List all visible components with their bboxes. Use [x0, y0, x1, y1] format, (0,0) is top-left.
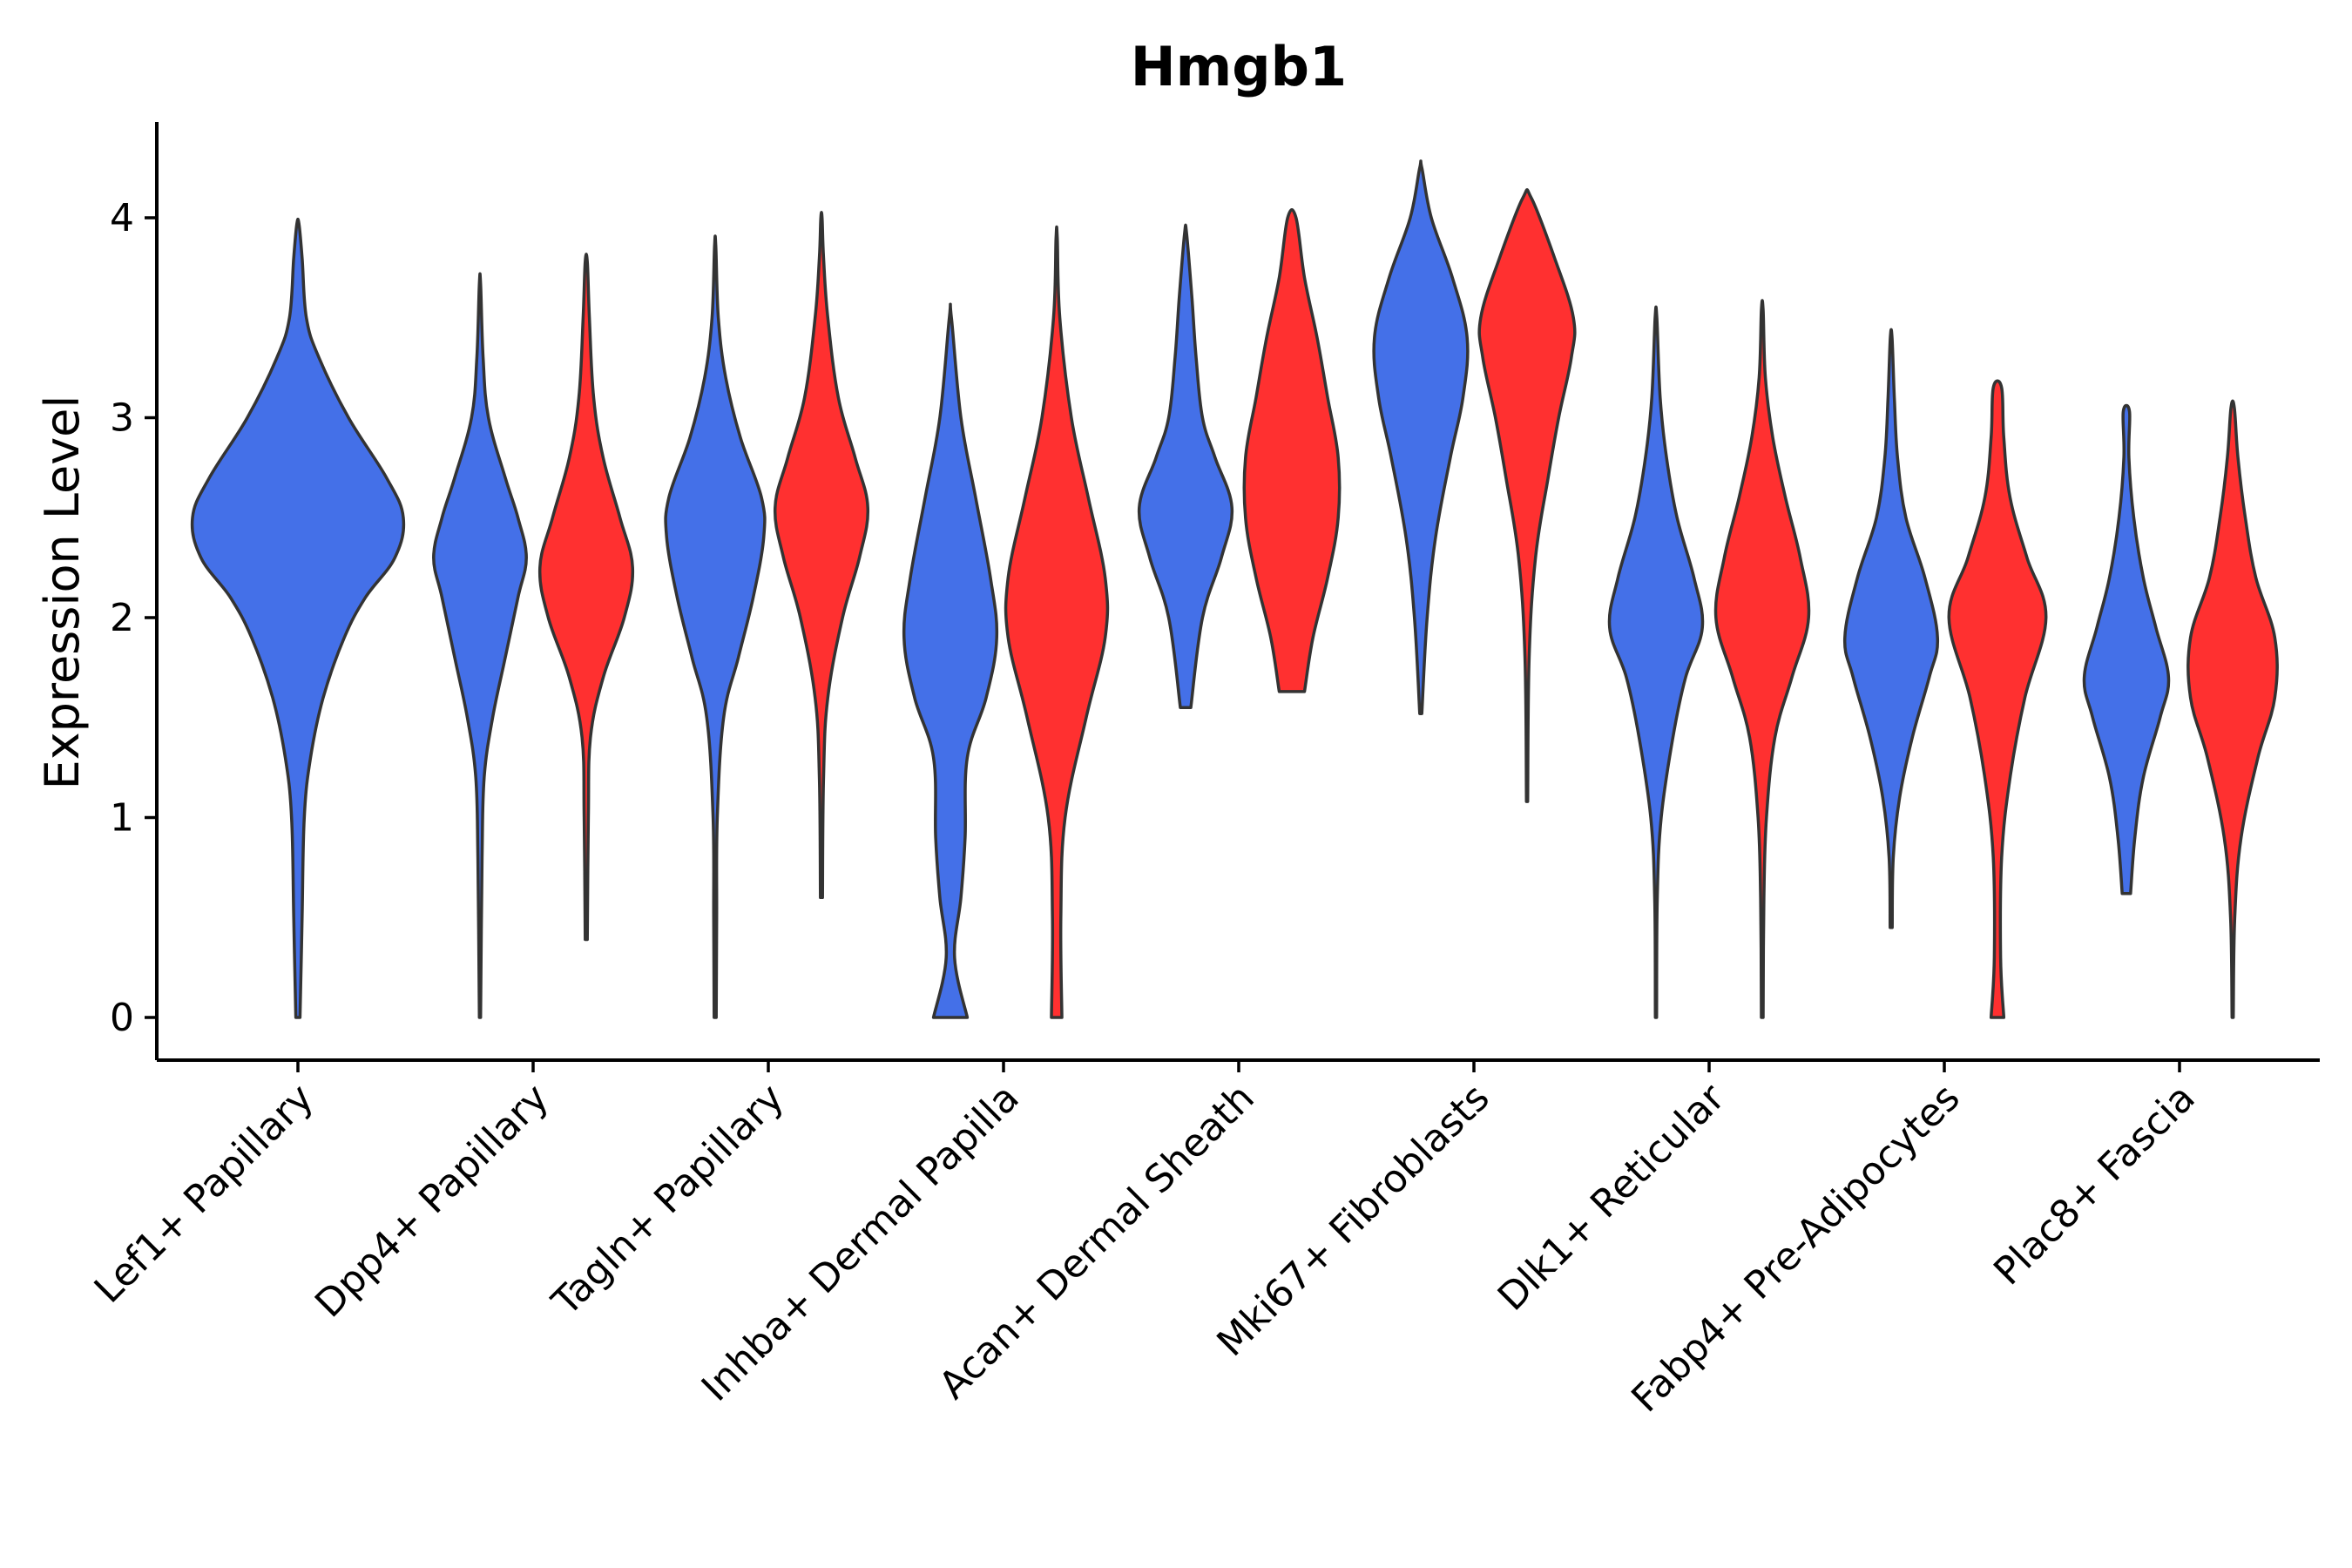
y-tick-label: 2	[110, 596, 134, 640]
violin-blue-6	[1607, 305, 1705, 1019]
y-axis-label: Expression Level	[35, 395, 90, 790]
x-tick-label: Dpp4+ Papillary	[307, 1076, 558, 1327]
violin-blue-1	[432, 272, 528, 1019]
y-tick-label: 0	[110, 996, 134, 1040]
chart-title: Hmgb1	[1131, 35, 1347, 98]
y-tick-label: 1	[110, 796, 134, 841]
x-tick-label: Lef1+ Papillary	[86, 1076, 322, 1312]
violin-red-6	[1713, 299, 1811, 1019]
violin-red-2	[773, 211, 870, 900]
x-tick-label: Plac8+ Fascia	[1985, 1076, 2204, 1294]
violin-blue-8	[2082, 403, 2171, 896]
violin-red-7	[1947, 379, 2048, 1019]
violin-blue-0	[190, 217, 406, 1019]
violin-red-8	[2186, 399, 2279, 1019]
x-tick-label: Dlk1+ Reticular	[1490, 1075, 1734, 1320]
violin-layer	[190, 159, 2279, 1019]
violin-blue-2	[664, 234, 767, 1019]
violin-red-4	[1242, 207, 1342, 693]
y-tick-label: 4	[110, 196, 134, 240]
y-tick-label: 3	[110, 396, 134, 441]
violin-blue-4	[1137, 223, 1234, 710]
y-ticks: 0 1 2 3 4	[110, 196, 157, 1040]
violin-blue-5	[1372, 159, 1470, 715]
violin-blue-3	[902, 302, 999, 1019]
x-tick-label: Tagln+ Papillary	[544, 1076, 793, 1325]
violin-red-1	[537, 253, 635, 942]
violin-blue-7	[1842, 328, 1940, 929]
violin-red-5	[1477, 188, 1577, 803]
violin-red-3	[1004, 225, 1110, 1019]
x-tick-label: Mki67+ Fibroblasts	[1208, 1076, 1497, 1365]
